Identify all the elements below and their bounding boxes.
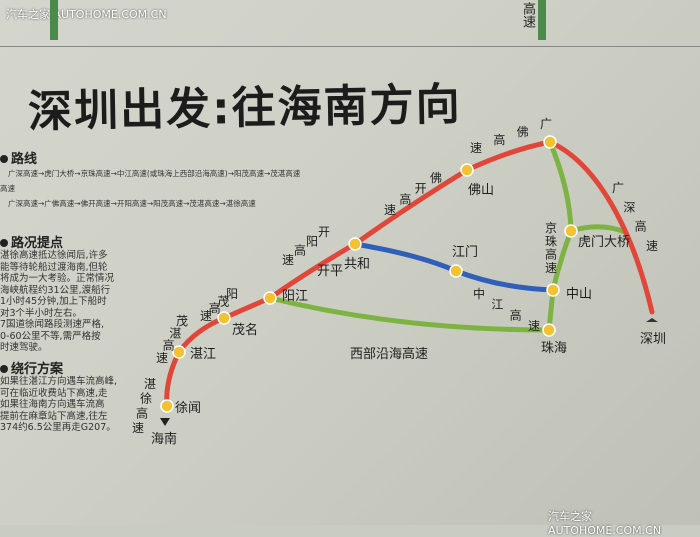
top-bar-left <box>50 0 58 40</box>
road-label-fokai: 开 <box>415 182 427 196</box>
road-label-zhongjiang: 速 <box>528 319 540 333</box>
route-main <box>164 139 553 409</box>
paragraph-line: 湛徐高速抵达徐闻后,许多 <box>0 250 108 261</box>
road-label-maozhan: 速 <box>156 351 168 365</box>
city-label-zhanjiang: 湛江 <box>190 347 216 362</box>
paragraph-line: 如果往湛江方向遇车流高峰, <box>0 376 118 387</box>
road-label-jingzhu: 速 <box>545 261 557 275</box>
road-label-guangfo: 广 <box>540 117 552 131</box>
road-label-kaiyang: 高 <box>294 243 306 258</box>
routes-heading: 路线 <box>0 148 37 167</box>
road-label-kaiyang: 速 <box>282 253 294 267</box>
road-label-kaiyang: 阳 <box>306 234 318 248</box>
city-label-xuwen: 徐闻 <box>175 401 201 416</box>
road-label-fokai: 速 <box>384 203 396 217</box>
road-label-yangmao: 阳 <box>226 287 238 301</box>
road-label-maozhan: 高 <box>163 338 175 353</box>
tips-text: 湛徐高速抵达徐闻后,许多 能等待轮船过渡海南,但轮 将成为一大考验。正常情况 海峡航程… <box>0 250 114 354</box>
city-node <box>546 283 560 297</box>
paragraph-line: 如果往海南方向遇车流高 <box>0 399 105 410</box>
road-label-jingzhu: 珠 <box>545 234 557 248</box>
road-label-zhanxu: 湛 <box>144 377 156 391</box>
city-node <box>348 237 362 251</box>
road-label-yangmao: 茂 <box>217 294 229 308</box>
paragraph-line: 时速驾驶。 <box>0 342 48 353</box>
paragraph-line: 7国道徐闻路段测速严格, <box>0 319 105 330</box>
arrow-hainan-icon <box>160 418 170 426</box>
route-line: 广深高速→广佛高速→佛开高速→开阳高速→阳茂高速→茂湛高速→湛徐高速 <box>8 199 256 208</box>
city-node <box>263 291 277 305</box>
route-line: 广深高速→虎门大桥→京珠高速→中江高速(或珠海上西部沿海高速)→阳茂高速→茂湛高… <box>8 169 301 178</box>
top-fragment: 高速 <box>520 2 535 28</box>
route-west-coast <box>267 295 552 333</box>
road-label-kaiyang: 开 <box>318 225 330 239</box>
road-label-guangshen: 高 <box>635 219 647 234</box>
paragraph-line: 可在临近收费站下高速,走 <box>0 387 108 399</box>
road-label-guangfo: 佛 <box>517 125 529 139</box>
bullet-icon <box>0 155 8 163</box>
arrow-shenzhen-icon <box>646 318 658 322</box>
route-guangshen <box>547 139 655 315</box>
road-label-guangshen: 广 <box>612 181 624 195</box>
road-label-maozhan: 湛 <box>169 326 181 340</box>
city-node <box>449 264 463 278</box>
road-label-zhanxu: 速 <box>132 421 144 435</box>
city-label-hainan: 海南 <box>151 431 177 447</box>
route-line: 高速 <box>0 184 15 193</box>
road-label-yangmao: 高 <box>209 301 221 316</box>
road-label-zhongjiang: 高 <box>510 307 522 322</box>
city-label-shenzhen: 深圳 <box>640 332 666 347</box>
detour-heading: 绕行方案 <box>0 358 63 377</box>
newspaper-page <box>0 0 700 525</box>
city-label-jiangmen: 江门 <box>452 245 478 260</box>
watermark-top: 汽车之家 AUTOHOME.COM.CN <box>6 8 167 21</box>
road-label-jingzhu: 京 <box>545 221 557 235</box>
city-node <box>543 135 557 149</box>
city-node <box>160 399 174 413</box>
bullet-icon <box>0 239 8 247</box>
road-label-zhanxu: 高 <box>136 405 148 420</box>
road-label-guangshen: 深 <box>623 200 635 214</box>
road-label-jingzhu: 高 <box>545 247 557 262</box>
paragraph-line: 将成为一大考验。正常情况 <box>0 273 115 284</box>
road-label-guangfo: 高 <box>493 132 505 147</box>
city-label-kaiping: 开平 <box>317 264 343 279</box>
city-node <box>564 224 578 238</box>
city-node <box>172 345 186 359</box>
paragraph-line: 提前在麻章站下高速,往左 <box>0 410 108 422</box>
paragraph-line: 对3个半小时左右。 <box>0 307 83 319</box>
road-label-zhongjiang: 江 <box>491 298 503 312</box>
road-label-zhongjiang: 中 <box>473 286 485 301</box>
bullet-icon <box>0 365 8 373</box>
detour-text: 如果往湛江方向遇车流高峰, 可在临近收费站下高速,走 如果往海南方向遇车流高 提前在麻… <box>0 376 117 434</box>
city-label-gonghe: 共和 <box>344 257 370 272</box>
city-label-zhongshan: 中山 <box>566 287 592 302</box>
paragraph-line: 0-60公里不等,需严格按 <box>0 330 101 342</box>
city-node <box>217 311 231 325</box>
paragraph-line: 能等待轮船过渡海南,但轮 <box>0 261 108 273</box>
road-label-fokai: 佛 <box>430 171 442 185</box>
road-label-guangfo: 速 <box>470 141 482 155</box>
tips-heading: 路况提点 <box>0 232 63 251</box>
road-label-maozhan: 茂 <box>176 314 188 328</box>
top-bar-right <box>538 0 546 40</box>
road-label-guangshen: 速 <box>646 239 658 253</box>
road-label-yangmao: 速 <box>200 309 212 323</box>
paragraph-line: 海峡航程约31公里,渡船行 <box>0 284 111 296</box>
paragraph-line: 374约6.5公里再走G207。 <box>0 422 116 433</box>
city-node <box>542 323 556 337</box>
city-node <box>460 163 474 177</box>
road-label-fokai: 高 <box>399 191 411 206</box>
route-humen <box>568 224 628 235</box>
city-label-yangjiang: 阳江 <box>282 289 308 304</box>
city-label-maoming: 茂名 <box>232 322 258 338</box>
road-label-zhanxu: 徐 <box>140 391 152 406</box>
city-label-zhuhai: 珠海 <box>541 341 567 356</box>
road-label-west_coast: 西部沿海高速 <box>350 346 428 362</box>
paragraph-line: 1小时45分钟,加上下船时 <box>0 296 107 307</box>
city-label-foshan: 佛山 <box>468 183 494 198</box>
city-label-humen: 虎门大桥 <box>578 235 630 250</box>
divider <box>0 46 700 47</box>
